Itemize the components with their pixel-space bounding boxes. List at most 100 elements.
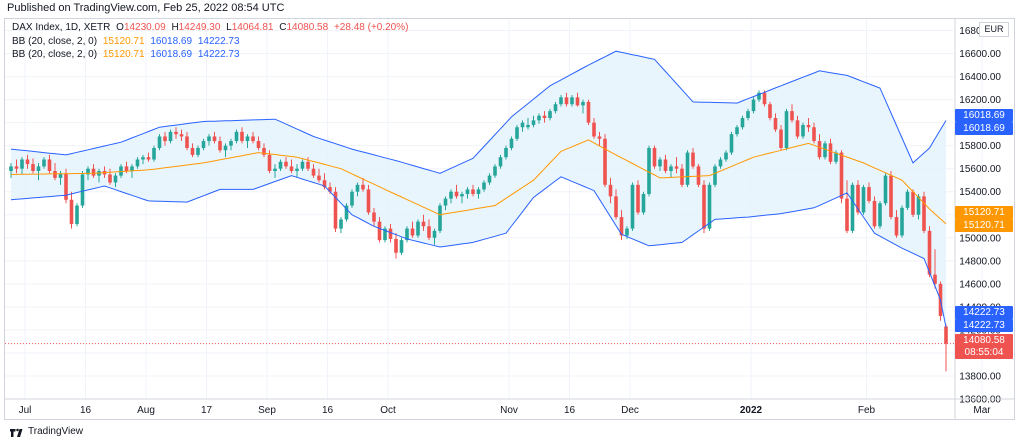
legend-bb-1-lower: 14222.73 xyxy=(197,36,240,47)
candle-body xyxy=(113,175,118,183)
candle xyxy=(581,99,585,114)
candle xyxy=(916,194,921,220)
candle-body xyxy=(80,174,85,206)
candle-body xyxy=(108,174,112,183)
candle xyxy=(317,168,321,183)
candle xyxy=(273,164,277,178)
chart-frame: 13600.0013800.0014000.0014200.0014400.00… xyxy=(4,18,1015,420)
candle xyxy=(768,101,772,121)
candle-body xyxy=(465,189,470,195)
candle xyxy=(69,191,74,229)
candle-body xyxy=(575,97,580,106)
x-tick-label: 16 xyxy=(564,405,576,416)
candle xyxy=(207,134,211,146)
candle xyxy=(146,152,151,162)
candle xyxy=(229,138,233,151)
legend-bb-1[interactable]: BB (20, close, 2, 0) 15120.71 16018.69 1… xyxy=(12,36,243,47)
legend-close: 14080.58 xyxy=(286,22,329,33)
candle xyxy=(674,157,679,174)
x-tick-label: 17 xyxy=(201,405,213,416)
candle xyxy=(256,136,261,151)
candle xyxy=(608,177,613,204)
y-tick-label: 13600.00 xyxy=(959,395,1001,406)
candle xyxy=(190,143,195,158)
currency-label[interactable]: EUR xyxy=(979,22,1009,37)
candle-body xyxy=(795,120,800,137)
candle xyxy=(746,108,750,121)
candle xyxy=(922,191,926,234)
candle-body xyxy=(476,189,481,195)
candle-body xyxy=(339,219,343,229)
candle-body xyxy=(828,143,833,162)
candle xyxy=(487,173,492,185)
candle xyxy=(212,131,217,144)
candle-body xyxy=(757,92,761,100)
candle xyxy=(757,90,761,102)
candle xyxy=(251,131,255,144)
candle-body xyxy=(537,115,541,121)
candle-body xyxy=(652,147,657,167)
candle xyxy=(75,203,79,227)
candle-body xyxy=(471,189,475,195)
candle xyxy=(355,182,360,197)
candle xyxy=(14,159,19,174)
y-tick-label: 15000.00 xyxy=(959,233,1001,244)
candle xyxy=(438,203,442,234)
legend-bb-2[interactable]: BB (20, close, 2, 0) 15120.71 16018.69 1… xyxy=(12,49,243,60)
candle xyxy=(735,124,739,137)
candle-body xyxy=(641,194,646,213)
candle-body xyxy=(823,143,827,158)
y-tick-label: 16400.00 xyxy=(959,72,1001,83)
candle-body xyxy=(801,124,805,137)
candle-body xyxy=(933,274,937,284)
candle-body xyxy=(124,166,129,171)
tradingview-logo-icon xyxy=(10,428,23,437)
candle-body xyxy=(647,147,651,195)
candle-body xyxy=(570,97,574,105)
candle xyxy=(498,154,503,169)
candle xyxy=(597,131,602,146)
candle-body xyxy=(14,166,19,169)
x-tick-label: Nov xyxy=(500,405,518,416)
published-caption: Published on TradingView.com, Feb 25, 20… xyxy=(7,2,285,14)
candle xyxy=(454,184,459,199)
candle xyxy=(421,214,426,231)
candle-body xyxy=(179,134,184,137)
candle-body xyxy=(36,166,41,171)
candle-body xyxy=(416,221,420,236)
candle xyxy=(575,92,580,107)
candle-body xyxy=(306,161,310,169)
candle xyxy=(64,168,68,204)
candle xyxy=(410,221,415,238)
candle-body xyxy=(141,157,145,160)
candle-body xyxy=(47,159,52,171)
y-tick-label: 15600.00 xyxy=(959,164,1001,175)
candle-body xyxy=(531,120,536,125)
candle xyxy=(141,154,145,165)
candle xyxy=(883,173,888,206)
tradingview-logo: TradingView xyxy=(10,426,83,437)
price-chart[interactable]: 13600.0013800.0014000.0014200.0014400.00… xyxy=(5,19,1014,419)
candle xyxy=(537,113,541,124)
candle-body xyxy=(746,111,750,119)
candle-body xyxy=(256,141,261,148)
candle xyxy=(619,210,624,241)
candle-body xyxy=(619,217,624,236)
candle-body xyxy=(867,187,871,201)
candle-body xyxy=(900,207,904,236)
candle-body xyxy=(724,152,728,160)
candle xyxy=(174,127,178,139)
candle xyxy=(784,108,789,151)
candle xyxy=(762,90,767,107)
x-tick-label: 16 xyxy=(322,405,334,416)
candle xyxy=(372,207,376,227)
y-tick-label: 16200.00 xyxy=(959,95,1001,106)
candle xyxy=(542,111,547,123)
candle-body xyxy=(443,198,448,206)
candle-body xyxy=(438,205,442,231)
candle-body xyxy=(520,122,525,128)
candle-body xyxy=(53,171,57,178)
candle xyxy=(399,237,404,256)
x-tick-label: Sep xyxy=(258,405,276,416)
candle xyxy=(911,189,915,218)
